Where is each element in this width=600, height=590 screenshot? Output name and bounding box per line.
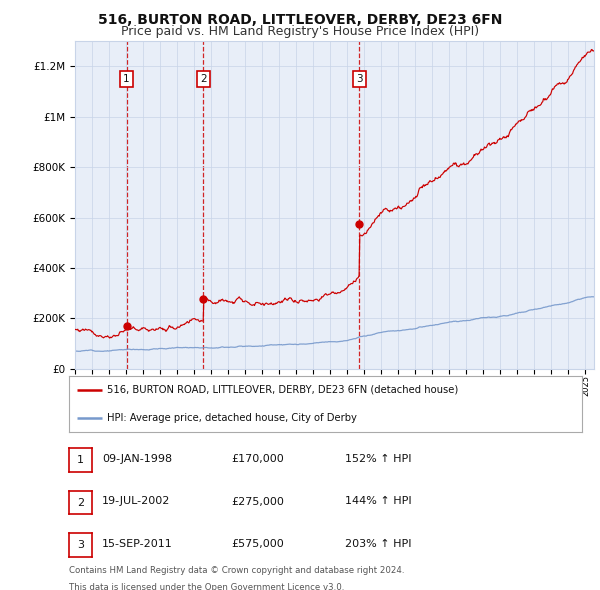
Text: This data is licensed under the Open Government Licence v3.0.: This data is licensed under the Open Gov… [69,582,344,590]
Text: 3: 3 [77,540,84,550]
Text: £575,000: £575,000 [231,539,284,549]
Text: 2: 2 [200,74,206,84]
Text: £275,000: £275,000 [231,497,284,506]
Text: 203% ↑ HPI: 203% ↑ HPI [345,539,412,549]
Text: 1: 1 [123,74,130,84]
Text: £170,000: £170,000 [231,454,284,464]
Text: 516, BURTON ROAD, LITTLEOVER, DERBY, DE23 6FN: 516, BURTON ROAD, LITTLEOVER, DERBY, DE2… [98,13,502,27]
Text: 15-SEP-2011: 15-SEP-2011 [102,539,173,549]
Text: Contains HM Land Registry data © Crown copyright and database right 2024.: Contains HM Land Registry data © Crown c… [69,566,404,575]
Text: 09-JAN-1998: 09-JAN-1998 [102,454,172,464]
Text: 144% ↑ HPI: 144% ↑ HPI [345,497,412,506]
Text: HPI: Average price, detached house, City of Derby: HPI: Average price, detached house, City… [107,413,358,423]
Text: 516, BURTON ROAD, LITTLEOVER, DERBY, DE23 6FN (detached house): 516, BURTON ROAD, LITTLEOVER, DERBY, DE2… [107,385,459,395]
Text: 152% ↑ HPI: 152% ↑ HPI [345,454,412,464]
Text: Price paid vs. HM Land Registry's House Price Index (HPI): Price paid vs. HM Land Registry's House … [121,25,479,38]
Text: 2: 2 [77,498,84,507]
Text: 1: 1 [77,455,84,465]
Text: 3: 3 [356,74,362,84]
Text: 19-JUL-2002: 19-JUL-2002 [102,497,170,506]
